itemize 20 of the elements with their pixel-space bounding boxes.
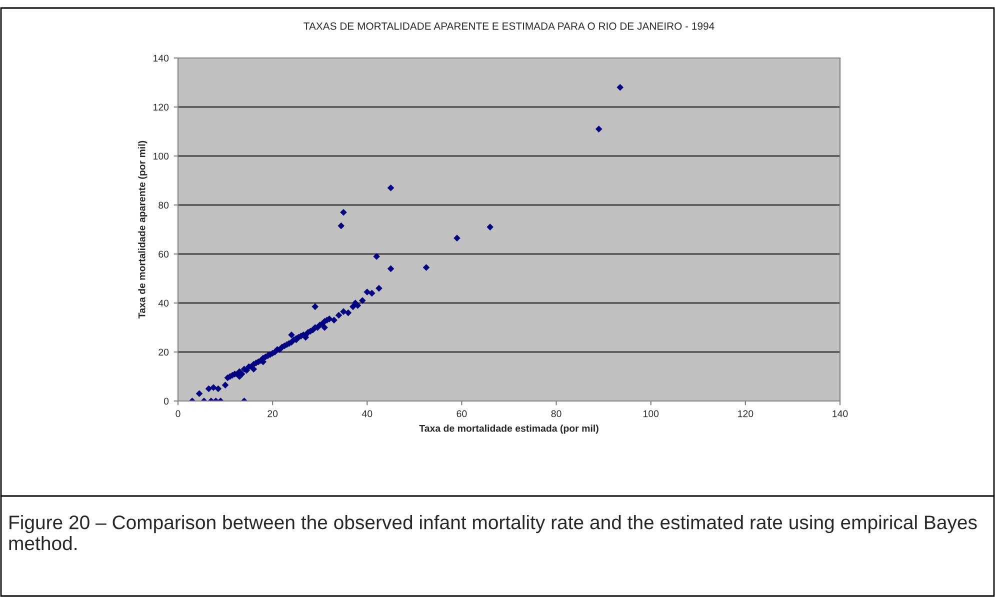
x-tick-label: 140 xyxy=(832,410,848,418)
y-tick-label: 20 xyxy=(158,348,169,356)
x-tick-label: 0 xyxy=(176,410,180,418)
y-tick-label: 60 xyxy=(158,250,169,258)
y-tick-label: 40 xyxy=(158,300,169,307)
y-tick-label: 80 xyxy=(158,202,169,209)
x-tick-label: 120 xyxy=(738,410,754,418)
x-axis-title: Taxa de mortalidade estimada (por mil) xyxy=(419,424,598,434)
y-axis-title: Taxa de mortalidade aparente (por mil) xyxy=(138,140,148,318)
y-tick-label: 120 xyxy=(153,104,169,111)
x-tick-label: 20 xyxy=(268,410,278,418)
x-tick-label: 100 xyxy=(643,410,659,418)
y-tick-label: 0 xyxy=(164,398,169,405)
caption: Figure 20 – Comparison between the observed infant mortality rate and the estimated rate using empirical Bayes method. xyxy=(9,515,977,550)
x-tick-label: 60 xyxy=(456,410,467,418)
x-tick-label: 80 xyxy=(551,410,562,418)
x-tick-label: 40 xyxy=(362,410,372,418)
y-tick-label: 140 xyxy=(153,54,169,62)
y-tick-label: 100 xyxy=(153,152,169,160)
chart-title: TAXAS DE MORTALIDADE APARENTE E ESTIMADA PARA O RIO DE JANEIRO - 1994 xyxy=(304,22,714,30)
